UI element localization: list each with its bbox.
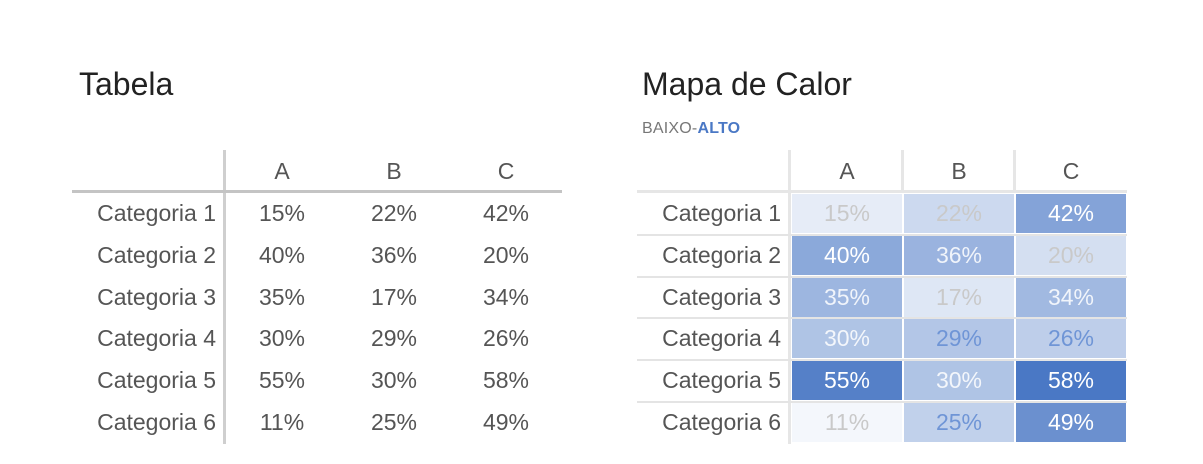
heatmap-col-header-c: C bbox=[1062, 158, 1080, 184]
table-col-header-a: A bbox=[274, 158, 290, 184]
heatmap-cell: 25% bbox=[904, 403, 1014, 442]
table-cell: 58% bbox=[482, 367, 530, 394]
heatmap-cell: 34% bbox=[1016, 277, 1126, 317]
heatmap-cell: 29% bbox=[904, 319, 1014, 359]
heatmap-cell: 30% bbox=[792, 319, 902, 359]
table-cell: 36% bbox=[370, 241, 418, 268]
table-cell: 25% bbox=[370, 409, 418, 435]
table-cell: 26% bbox=[482, 325, 530, 352]
heatmap-row-separator bbox=[637, 401, 1127, 403]
table-row-label: Categoria 6 bbox=[97, 409, 216, 435]
table-cell: 34% bbox=[482, 283, 530, 310]
table-cell: 22% bbox=[370, 200, 418, 226]
heatmap-cell: 11% bbox=[792, 403, 902, 442]
table-col-header-c: C bbox=[497, 158, 515, 184]
heatmap-col-header-a: A bbox=[839, 158, 855, 184]
heatmap-row-separator bbox=[637, 275, 1127, 278]
legend-low: BAIXO bbox=[642, 120, 692, 137]
heatmap-label-divider bbox=[788, 190, 791, 444]
table-row-label: Categoria 4 bbox=[97, 325, 216, 352]
table-row-label: Categoria 1 bbox=[97, 200, 216, 226]
heatmap-cell: 15% bbox=[792, 194, 902, 233]
table-cell: 17% bbox=[370, 283, 418, 310]
heatmap-header-divider bbox=[637, 190, 1127, 193]
heatmap-cell: 58% bbox=[1016, 361, 1126, 401]
data-table: A B C Categoria 1 15% 22% 42% Categoria 2 40% 36%… bbox=[72, 150, 562, 444]
legend-separator: - bbox=[691, 120, 698, 137]
heatmap-cell: 26% bbox=[1016, 319, 1126, 359]
table-cell: 30% bbox=[370, 367, 418, 394]
heatmap: A B C Categoria 1 15% 22% 42% Categoria 2 40% 36%… bbox=[637, 150, 1137, 444]
legend-high: ALTO bbox=[697, 120, 741, 137]
table-cell: 15% bbox=[258, 200, 306, 226]
heatmap-cell: 35% bbox=[792, 277, 902, 317]
table-col-header-b: B bbox=[386, 158, 402, 184]
heatmap-cell: 30% bbox=[904, 361, 1014, 401]
table-header-divider bbox=[72, 190, 562, 193]
heatmap-cell: 40% bbox=[792, 235, 902, 275]
heatmap-row-separator bbox=[637, 359, 1127, 362]
heatmap-col-header-b: B bbox=[951, 158, 967, 184]
heatmap-cell: 36% bbox=[904, 235, 1014, 275]
heatmap-row-separator bbox=[637, 233, 1127, 236]
table-cell: 49% bbox=[482, 409, 530, 435]
table-cell: 42% bbox=[482, 200, 530, 226]
table-cell: 20% bbox=[482, 241, 530, 268]
heatmap-row-separator bbox=[637, 317, 1127, 320]
heatmap-cell: 49% bbox=[1016, 403, 1126, 442]
heatmap-row-label: Categoria 2 bbox=[662, 241, 781, 268]
heatmap-col-separator bbox=[901, 150, 904, 190]
heatmap-title: Mapa de Calor bbox=[642, 66, 852, 102]
heatmap-row-label: Categoria 1 bbox=[662, 200, 781, 226]
table-cell: 11% bbox=[259, 409, 305, 435]
heatmap-row-label: Categoria 4 bbox=[662, 325, 781, 352]
table-cell: 29% bbox=[370, 325, 418, 352]
table-cell: 30% bbox=[258, 325, 306, 352]
table-row-label: Categoria 2 bbox=[97, 241, 216, 268]
heatmap-cell: 20% bbox=[1016, 235, 1126, 275]
heatmap-row-label: Categoria 6 bbox=[662, 409, 781, 435]
table-label-divider bbox=[223, 150, 226, 444]
heatmap-cell: 55% bbox=[792, 361, 902, 401]
table-cell: 40% bbox=[258, 241, 306, 268]
heatmap-cell: 17% bbox=[904, 277, 1014, 317]
table-title: Tabela bbox=[79, 66, 174, 102]
heatmap-cell: 22% bbox=[904, 194, 1014, 233]
table-cell: 55% bbox=[258, 367, 306, 394]
heatmap-legend: BAIXO-ALTO bbox=[642, 120, 740, 138]
heatmap-row-label: Categoria 5 bbox=[662, 367, 781, 394]
table-cell: 35% bbox=[258, 283, 306, 310]
heatmap-col-separator bbox=[788, 150, 791, 190]
table-row-label: Categoria 5 bbox=[97, 367, 216, 394]
heatmap-col-separator bbox=[1013, 150, 1016, 190]
table-row-label: Categoria 3 bbox=[97, 283, 216, 310]
heatmap-row-label: Categoria 3 bbox=[662, 283, 781, 310]
heatmap-cell: 42% bbox=[1016, 194, 1126, 233]
